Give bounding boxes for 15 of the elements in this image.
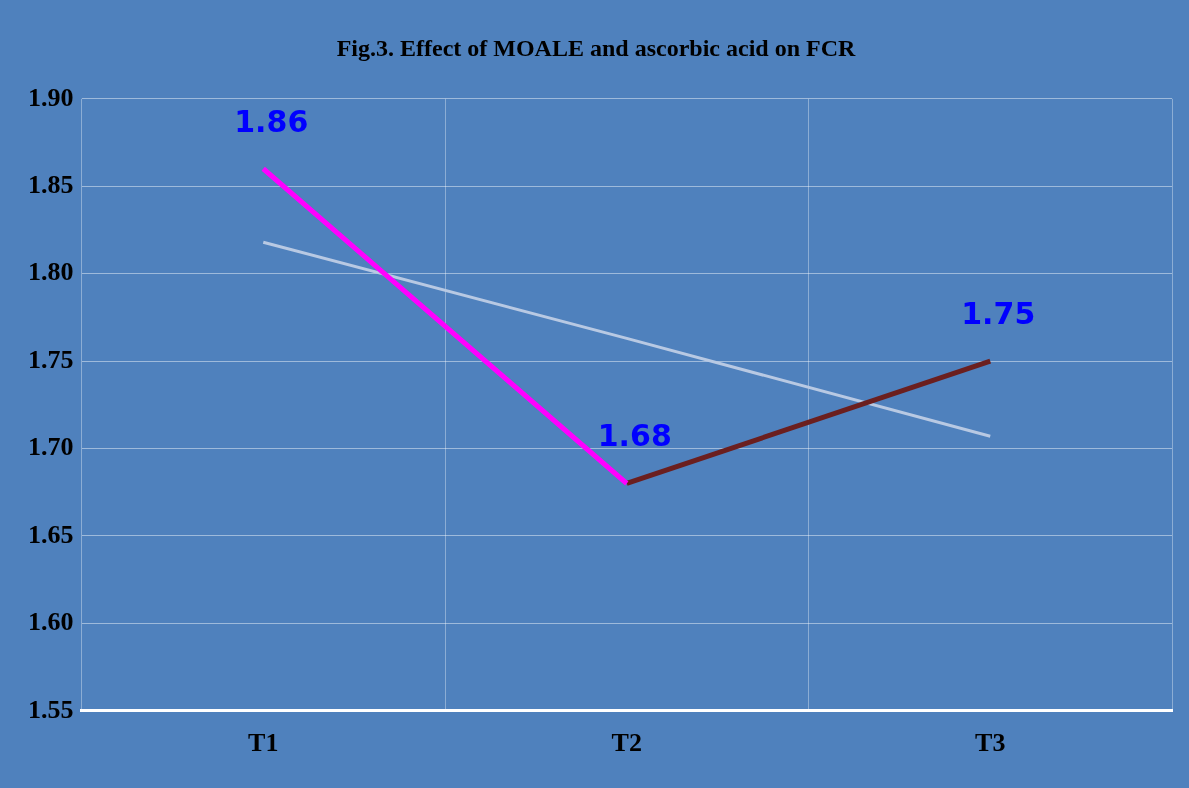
data-label: 1.68 xyxy=(597,418,672,454)
y-tick-label: 1.85 xyxy=(28,169,74,199)
data-label: 1.75 xyxy=(961,295,1036,331)
chart-title: Fig.3. Effect of MOALE and ascorbic acid on FCR xyxy=(336,34,856,61)
x-tick-label: T1 xyxy=(248,728,279,758)
y-tick-label: 1.65 xyxy=(28,519,74,549)
y-tick-label: 1.80 xyxy=(28,257,74,287)
y-tick-label: 1.90 xyxy=(28,82,74,112)
x-tick-label: T3 xyxy=(975,728,1006,758)
data-label: 1.86 xyxy=(234,103,309,139)
x-tick-label: T2 xyxy=(611,728,642,758)
y-tick-label: 1.75 xyxy=(28,344,74,374)
y-tick-label: 1.60 xyxy=(28,607,74,637)
y-tick-label: 1.70 xyxy=(28,432,74,462)
y-tick-label: 1.55 xyxy=(28,694,74,724)
